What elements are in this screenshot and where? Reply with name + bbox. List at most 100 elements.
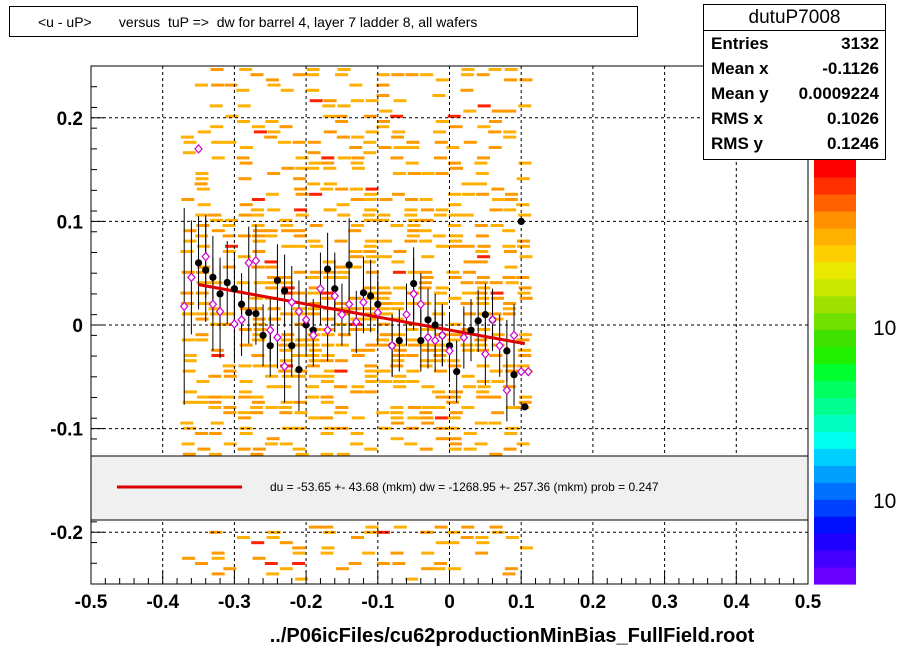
x-tick-label: -0.4 <box>146 592 179 613</box>
data-point <box>423 332 433 343</box>
histogram-cell <box>460 213 474 217</box>
histogram-cell <box>393 525 407 529</box>
histogram-cell <box>474 260 488 264</box>
histogram-cell <box>407 406 421 409</box>
histogram-cell <box>323 208 337 212</box>
histogram-cell <box>365 380 379 383</box>
histogram-cell <box>434 156 447 160</box>
y-tick-label: -0.1 <box>50 420 83 441</box>
histogram-cell <box>503 208 517 212</box>
axes: -0.2 -0.1 0 0.1 0.2 -0.5 -0.4 -0.3 -0.2 -0.1 0 0.1 0… <box>50 65 822 613</box>
histogram-cell <box>208 452 222 456</box>
histogram-cell <box>222 224 236 227</box>
histogram-cell <box>240 146 253 149</box>
data-point <box>295 365 303 374</box>
histogram-cell <box>182 556 196 560</box>
histogram-cell <box>404 442 418 446</box>
histogram-cell <box>238 213 252 217</box>
histogram-cell <box>463 447 477 451</box>
histogram-cell <box>323 276 337 279</box>
histogram-cell <box>334 322 348 326</box>
colorbar-step <box>814 380 856 399</box>
histogram-cell <box>181 442 195 446</box>
histogram-cell <box>336 203 350 207</box>
histogram-cell <box>292 229 306 233</box>
colorbar-step <box>814 244 856 263</box>
histogram-cell <box>334 114 348 118</box>
histogram-cell <box>239 426 253 430</box>
histogram-cell <box>408 218 421 222</box>
histogram-cell <box>211 229 225 233</box>
histogram-cell <box>308 525 322 529</box>
histogram-cell <box>420 343 434 347</box>
histogram-cell <box>477 156 490 160</box>
histogram-cell <box>337 68 351 71</box>
histogram-cell <box>197 130 211 134</box>
histogram-cell <box>518 161 532 165</box>
histogram-cell <box>463 109 477 113</box>
histogram-cell <box>516 203 530 207</box>
histogram-cell <box>320 551 334 555</box>
histogram-cell <box>252 447 266 451</box>
histogram-cell <box>281 374 295 378</box>
histogram-cell <box>182 400 196 404</box>
histogram-cell <box>238 416 252 420</box>
histogram-cell <box>265 374 279 378</box>
histogram-cell <box>432 390 446 394</box>
histogram-cell <box>265 120 279 123</box>
data-point <box>524 366 533 377</box>
histogram-cell <box>364 312 378 316</box>
histogram-cell <box>265 364 279 368</box>
stat-value: 0.1026 <box>827 109 879 128</box>
histogram-cell <box>393 99 407 103</box>
histogram-cell <box>404 213 418 217</box>
histogram-cell <box>183 359 197 363</box>
histogram-cell <box>491 296 504 300</box>
histogram-cell <box>504 432 518 435</box>
data-point <box>237 300 246 308</box>
histogram-cell <box>435 395 449 399</box>
histogram-cell <box>392 354 406 357</box>
histogram-cell <box>208 406 222 409</box>
colorbar-step <box>814 210 856 229</box>
histogram-cell <box>406 146 420 149</box>
histogram-cell <box>421 255 435 259</box>
histogram-cell <box>309 270 323 274</box>
histogram-cell <box>407 416 421 420</box>
histogram-cell <box>308 348 322 352</box>
histogram-cell <box>307 182 321 186</box>
histogram-cell <box>406 380 420 383</box>
histogram-cells <box>180 68 533 581</box>
histogram-cell <box>489 452 503 456</box>
histogram-cell <box>252 338 265 342</box>
stat-row-mean-y: Mean y 0.0009224 <box>704 81 885 106</box>
histogram-cell <box>448 364 462 368</box>
histogram-cell <box>222 265 236 269</box>
histogram-cell <box>334 239 348 243</box>
histogram-cell <box>379 255 392 259</box>
histogram-cell <box>236 536 250 539</box>
histogram-cell <box>184 390 197 394</box>
histogram-cell <box>265 406 279 409</box>
histogram-cell <box>223 374 237 378</box>
histogram-cell <box>434 140 448 144</box>
histogram-cell <box>323 166 337 170</box>
x-tick-label: -0.5 <box>75 592 108 613</box>
histogram-cell <box>238 177 252 181</box>
histogram-cell <box>350 255 363 259</box>
histogram-cell <box>306 73 320 77</box>
histogram-cell <box>448 442 462 446</box>
histogram-cell <box>349 328 363 331</box>
data-point <box>481 311 489 319</box>
histogram-cell <box>418 281 432 285</box>
histogram-cell <box>195 333 209 337</box>
data-point <box>208 299 218 310</box>
histogram-cell <box>377 286 391 290</box>
data-point <box>521 403 529 411</box>
histogram-cell <box>181 338 195 342</box>
histogram-cell <box>253 328 267 331</box>
histogram-cell <box>281 244 295 248</box>
data-point <box>510 371 518 379</box>
histogram-cell <box>446 270 460 274</box>
histogram-cell <box>320 452 334 456</box>
